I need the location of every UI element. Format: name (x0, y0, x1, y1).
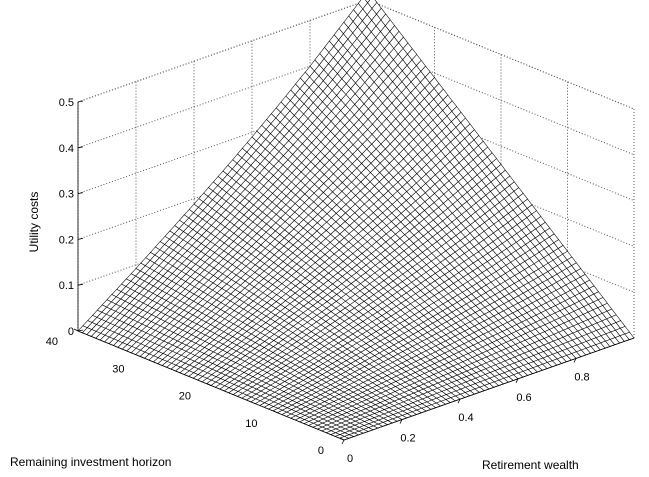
y-tick-label: 10 (245, 418, 257, 430)
z-tick (77, 146, 84, 149)
x-tick-label: 0.2 (400, 433, 415, 445)
y-tick-label: 20 (179, 391, 191, 403)
z-gridline (77, 45, 369, 149)
x-tick-label: 0.4 (458, 412, 473, 424)
z-tick (77, 100, 84, 103)
z-tick-label: 0.1 (59, 280, 74, 292)
x-axis-label: Retirement wealth (482, 458, 579, 472)
z-tick (77, 192, 84, 194)
z-tick-label: 0.4 (59, 143, 74, 155)
x-tick-label: 0.8 (574, 371, 589, 383)
surface-mesh (77, 0, 635, 441)
y-tick-label: 0 (318, 445, 324, 457)
z-tick-label: 0.2 (59, 234, 74, 246)
z-gridline (77, 91, 369, 195)
z-tick-label: 0.3 (59, 189, 74, 201)
z-tick-label: 0 (68, 326, 74, 338)
surface-cell (365, 0, 371, 4)
x-tick (341, 439, 345, 445)
z-tick-label: 0.5 (59, 97, 74, 109)
y-tick (73, 328, 79, 332)
y-tick-label: 40 (46, 336, 58, 348)
z-axis-label: Utility costs (27, 192, 41, 253)
z-tick (77, 238, 84, 240)
x-tick-label: 0.6 (516, 392, 531, 404)
z-gridline (77, 0, 369, 103)
y-tick-label: 30 (112, 363, 124, 375)
x-tick-label: 0 (347, 453, 353, 465)
y-axis-label: Remaining investment horizon (10, 455, 171, 469)
z-tick (77, 283, 84, 286)
